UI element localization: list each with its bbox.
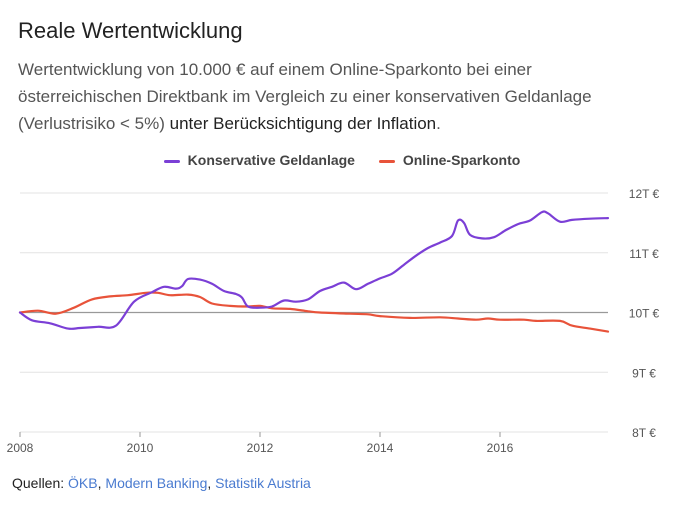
line-chart: 12T € 11T € 10T € 9T € 8T € 2008 2010 2012 2014 2… (7, 187, 660, 455)
y-tick-label-12000: 12T € (629, 187, 660, 201)
page-title: Reale Wertentwicklung (18, 18, 243, 43)
legend-swatch-red (378, 159, 395, 163)
x-tick-label-2014: 2014 (367, 441, 394, 455)
y-tick-label-9000: 9T € (632, 366, 656, 380)
legend-label-sparkonto: Online-Sparkonto (402, 152, 521, 168)
series-line-sparkonto (18, 291, 610, 333)
legend-swatch-purple (163, 159, 180, 163)
legend-item-sparkonto[interactable]: Online-Sparkonto (378, 152, 521, 168)
legend-item-konservativ[interactable]: Konservative Geldanlage (163, 152, 355, 168)
source-link-oekb[interactable]: ÖKB (68, 475, 98, 491)
sources-label: Quellen: (12, 475, 65, 491)
chart-subtitle: Wertentwicklung von 10.000 € auf einem O… (18, 56, 658, 137)
x-tick-label-2016: 2016 (487, 441, 514, 455)
source-link-modern-banking[interactable]: Modern Banking (105, 475, 208, 491)
source-link-statistik-austria[interactable]: Statistik Austria (215, 475, 311, 491)
y-tick-label-11000: 11T € (629, 247, 659, 261)
series-line-konservativ (18, 210, 610, 330)
y-tick-label-10000: 10T € (629, 307, 660, 321)
x-tick-label-2010: 2010 (127, 441, 154, 455)
legend-label-konservativ: Konservative Geldanlage (187, 152, 355, 168)
subtitle-text: Wertentwicklung von 10.000 € auf einem O… (18, 60, 592, 133)
chart-legend: Konservative Geldanlage Online-Sparkonto (0, 152, 684, 168)
subtitle-end: . (436, 114, 441, 133)
x-tick-label-2008: 2008 (7, 441, 34, 455)
sources-line: Quellen: ÖKB, Modern Banking, Statistik … (12, 475, 311, 491)
y-tick-label-8000: 8T € (632, 426, 656, 440)
subtitle-emphasis: unter Berücksichtigung der Inflation (169, 114, 437, 133)
x-tick-label-2012: 2012 (247, 441, 274, 455)
